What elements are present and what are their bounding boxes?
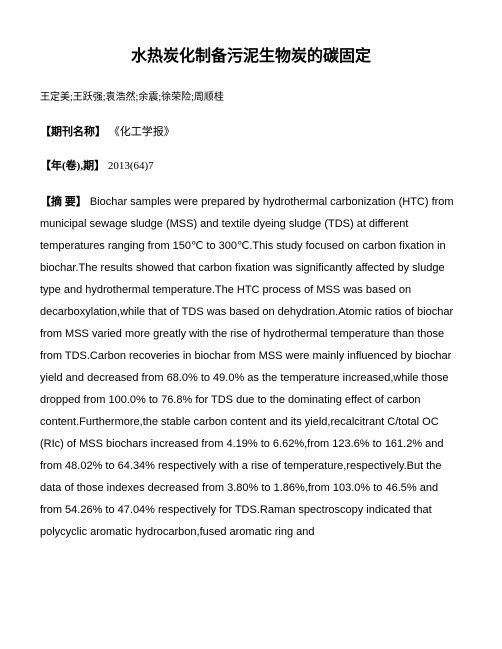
journal-label: 【期刊名称】 bbox=[40, 126, 106, 138]
abstract-label: 【摘 要】 bbox=[40, 196, 87, 208]
year-label: 【年(卷),期】 bbox=[40, 160, 105, 172]
authors-line: 王定美;王跃强;袁浩然;余震;徐荣险;周顺桂 bbox=[40, 88, 462, 103]
journal-line: 【期刊名称】 《化工学报》 bbox=[40, 123, 462, 139]
year-line: 【年(卷),期】 2013(64)7 bbox=[40, 157, 462, 173]
journal-value: 《化工学报》 bbox=[109, 126, 175, 138]
year-value: 2013(64)7 bbox=[108, 160, 154, 172]
document-title: 水热炭化制备污泥生物炭的碳固定 bbox=[40, 42, 462, 66]
abstract-text: Biochar samples were prepared by hydroth… bbox=[40, 196, 454, 538]
abstract-paragraph: 【摘 要】 Biochar samples were prepared by h… bbox=[40, 191, 462, 543]
document-page: 水热炭化制备污泥生物炭的碳固定 王定美;王跃强;袁浩然;余震;徐荣险;周顺桂 【… bbox=[0, 0, 502, 649]
